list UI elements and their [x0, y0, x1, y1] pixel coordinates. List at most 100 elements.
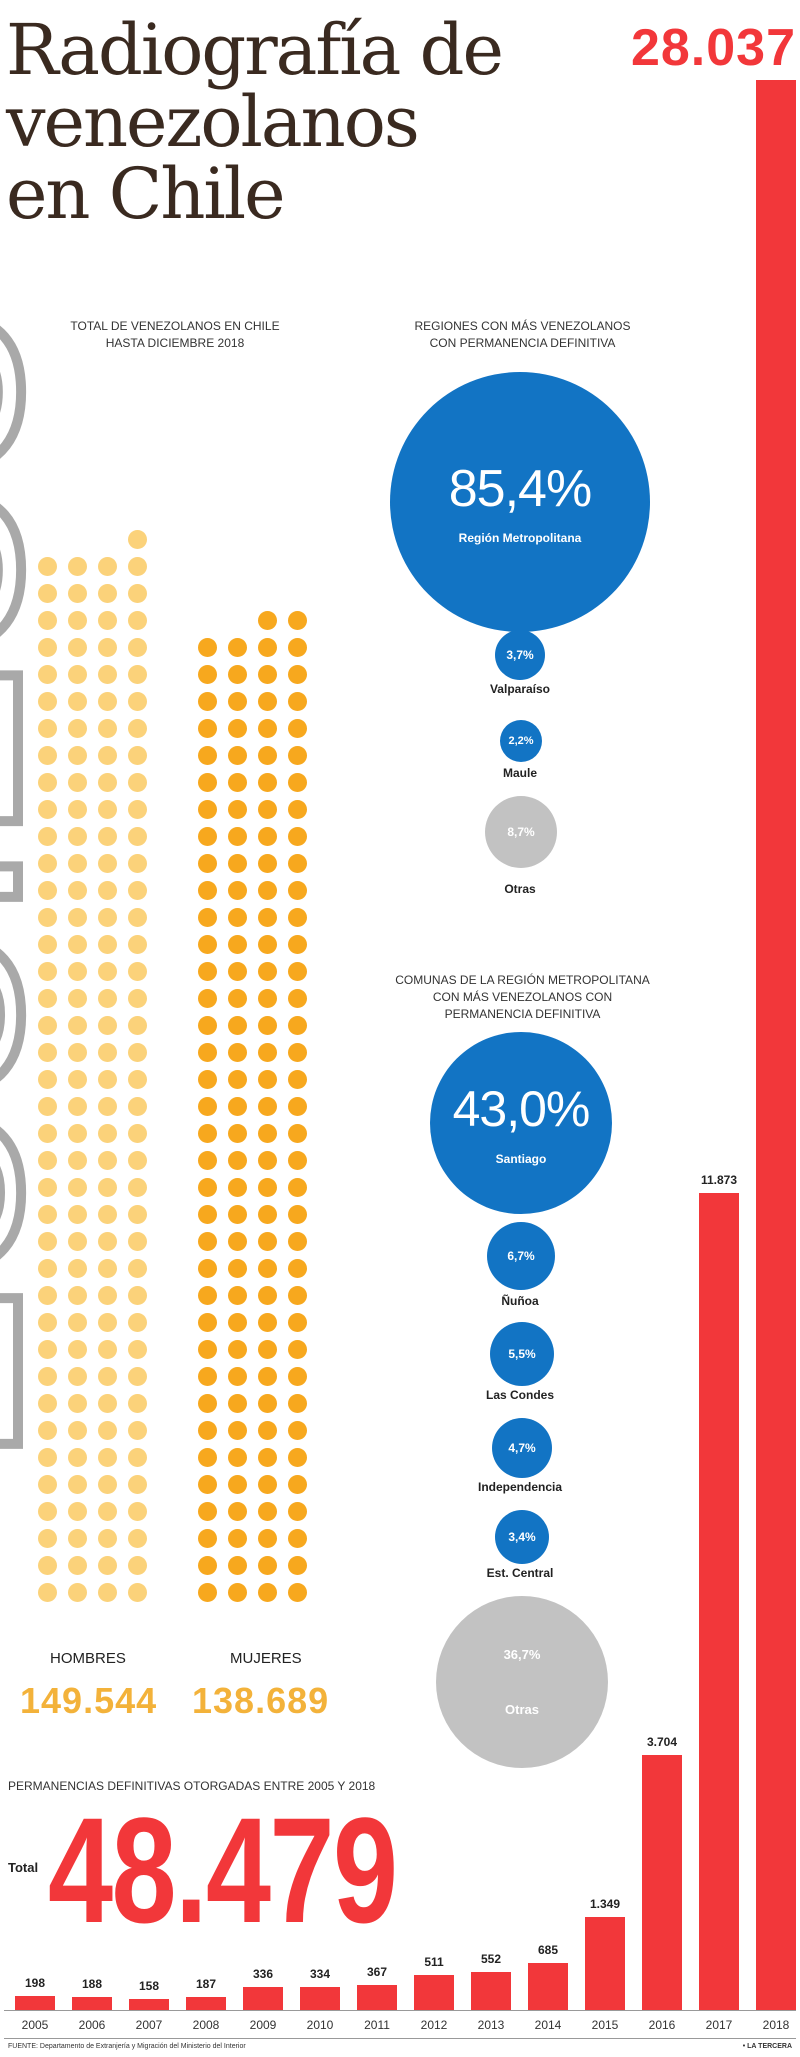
men-dot [98, 1151, 117, 1170]
men-dot [68, 1394, 87, 1413]
men-dot [38, 773, 57, 792]
women-dot [198, 1502, 217, 1521]
men-dot [128, 1232, 147, 1251]
men-dot [128, 611, 147, 630]
bar-value-2018: 28.037 [630, 19, 796, 77]
women-dot [228, 1340, 247, 1359]
women-dot [198, 827, 217, 846]
women-dot [228, 1070, 247, 1089]
women-dot [258, 1124, 277, 1143]
men-dot [68, 1232, 87, 1251]
women-dot [198, 1367, 217, 1386]
women-dot [228, 935, 247, 954]
bar-value-2012: 511 [424, 1954, 444, 1969]
men-dot [98, 1232, 117, 1251]
women-dot [258, 1475, 277, 1494]
men-dot [68, 1475, 87, 1494]
men-dot [38, 557, 57, 576]
women-dot [258, 1313, 277, 1332]
women-dot [198, 1097, 217, 1116]
bar-2015 [585, 1917, 625, 2010]
women-dot [288, 1529, 307, 1548]
women-dot [198, 746, 217, 765]
women-dot [288, 692, 307, 711]
commune-las-condes-circle: 5,5% [490, 1322, 554, 1386]
footer-rule [4, 2038, 796, 2039]
men-dot [128, 1583, 147, 1602]
men-dot [38, 1529, 57, 1548]
title-line-1: Radiografía de [6, 9, 504, 91]
men-dot [98, 1124, 117, 1143]
year-label-2015: 2015 [591, 2018, 619, 2032]
men-dot [38, 1556, 57, 1575]
women-dot [198, 1070, 217, 1089]
women-dot [198, 962, 217, 981]
women-dot [228, 665, 247, 684]
men-dot [128, 1124, 147, 1143]
commune-est-central-pct: 3,4% [508, 1530, 536, 1544]
women-dot [258, 800, 277, 819]
men-dot [128, 692, 147, 711]
men-dot [38, 1259, 57, 1278]
women-dot [228, 1475, 247, 1494]
men-dot [128, 962, 147, 981]
women-dot [258, 1448, 277, 1467]
year-label-2016: 2016 [648, 2018, 676, 2032]
men-dot [38, 854, 57, 873]
men-dot [38, 692, 57, 711]
men-dot [128, 1529, 147, 1548]
women-dot [228, 1151, 247, 1170]
women-dot [288, 1205, 307, 1224]
men-dot [98, 1313, 117, 1332]
women-dot [198, 1421, 217, 1440]
men-dot [38, 908, 57, 927]
men-dot [98, 584, 117, 603]
men-dot [68, 1259, 87, 1278]
men-dot [38, 1340, 57, 1359]
men-dot [38, 1151, 57, 1170]
men-dot [128, 1340, 147, 1359]
men-dot [98, 1340, 117, 1359]
men-dot [128, 638, 147, 657]
men-dot [98, 1529, 117, 1548]
year-label-2013: 2013 [477, 2018, 505, 2032]
men-dot [98, 854, 117, 873]
women-dot [228, 1367, 247, 1386]
year-label-2009: 2009 [249, 2018, 277, 2032]
men-dot [38, 719, 57, 738]
region-otras-name: Otras [504, 882, 536, 896]
bar-value-2006: 188 [81, 1977, 103, 1992]
men-dot [68, 962, 87, 981]
commune-nunoa-name: Ñuñoa [501, 1294, 539, 1308]
bar-2010 [300, 1987, 340, 2010]
commune-santiago-pct: 43,0% [452, 1081, 591, 1137]
men-dot [38, 1097, 57, 1116]
women-dot [258, 1421, 277, 1440]
men-dot [98, 1394, 117, 1413]
men-dot [38, 1367, 57, 1386]
women-dot [258, 827, 277, 846]
women-dot [288, 1151, 307, 1170]
men-dot [68, 854, 87, 873]
men-dot [68, 800, 87, 819]
men-dot [98, 800, 117, 819]
commune-otras-pct: 36,7% [503, 1647, 541, 1662]
women-dot [258, 1232, 277, 1251]
men-dot [68, 1070, 87, 1089]
bar-value-2005: 198 [24, 1976, 46, 1991]
women-dot [228, 1259, 247, 1278]
women-dot [198, 1475, 217, 1494]
men-dot [98, 1016, 117, 1035]
bar-2007 [129, 1999, 169, 2010]
men-dot [128, 908, 147, 927]
region-otras-pct: 8,7% [507, 825, 535, 839]
women-dot [288, 1448, 307, 1467]
men-dot [68, 584, 87, 603]
women-dot [258, 746, 277, 765]
bar-value-2016: 3.704 [646, 1735, 678, 1750]
men-dot [98, 1043, 117, 1062]
men-dot [68, 1502, 87, 1521]
men-dot [128, 1178, 147, 1197]
women-dot [288, 1016, 307, 1035]
women-dot [288, 1475, 307, 1494]
